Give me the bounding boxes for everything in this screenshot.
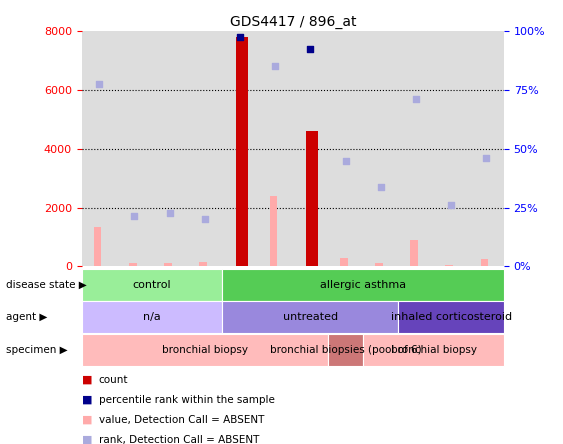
Text: ■: ■ [82,395,92,404]
Text: control: control [133,280,171,289]
Text: n/a: n/a [143,313,161,322]
Point [446,201,455,208]
Text: inhaled corticosteroid: inhaled corticosteroid [391,313,512,322]
Bar [399,31,434,266]
Point [95,80,104,87]
Text: bronchial biopsy: bronchial biopsy [162,345,248,355]
Point [482,154,491,161]
Point [235,33,244,40]
Bar [410,240,418,266]
Bar [117,31,152,266]
Text: ■: ■ [82,435,92,444]
Bar [468,31,504,266]
Title: GDS4417 / 896_at: GDS4417 / 896_at [230,15,356,29]
Point [306,45,315,52]
Bar [258,31,293,266]
Text: value, Detection Call = ABSENT: value, Detection Call = ABSENT [99,415,264,424]
Point [341,157,350,164]
Text: allergic asthma: allergic asthma [320,280,406,289]
Bar [152,31,187,266]
Bar [187,31,222,266]
Bar [293,31,328,266]
Bar [82,31,117,266]
Bar [445,265,453,266]
Text: bronchial biopsies (pool of 6): bronchial biopsies (pool of 6) [270,345,421,355]
Text: agent ▶: agent ▶ [6,313,47,322]
Text: disease state ▶: disease state ▶ [6,280,86,289]
Bar [199,262,207,266]
Bar [235,37,248,266]
Bar [363,31,399,266]
Text: ■: ■ [82,375,92,385]
Point [200,216,209,223]
Point [130,213,139,220]
Text: untreated: untreated [283,313,338,322]
Bar [375,263,383,266]
Bar [129,263,137,266]
Bar [222,31,258,266]
Bar [306,131,318,266]
Bar [434,31,468,266]
Text: percentile rank within the sample: percentile rank within the sample [99,395,274,404]
Text: specimen ▶: specimen ▶ [6,345,67,355]
Text: rank, Detection Call = ABSENT: rank, Detection Call = ABSENT [99,435,259,444]
Point [376,183,385,190]
Bar [481,259,489,266]
Bar [164,263,172,266]
Text: bronchial biopsy: bronchial biopsy [391,345,476,355]
Text: count: count [99,375,128,385]
Point [412,95,421,102]
Bar [93,227,101,266]
Bar [270,196,277,266]
Point [271,63,280,70]
Bar [328,31,363,266]
Bar [340,258,347,266]
Text: ■: ■ [82,415,92,424]
Point [165,210,174,217]
